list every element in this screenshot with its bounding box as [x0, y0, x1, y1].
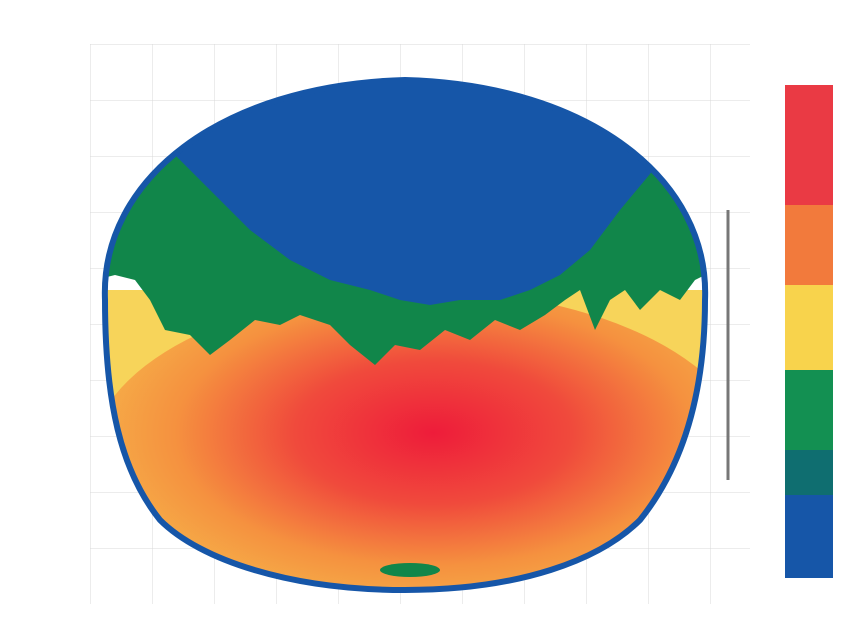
color-bar-band: [785, 285, 833, 370]
green-spot: [380, 563, 440, 577]
color-bar-band: [785, 85, 833, 205]
color-bar: [785, 85, 833, 578]
color-bar-band: [785, 495, 833, 578]
wafer-edge: [101, 76, 709, 594]
color-bar-band: [785, 205, 833, 285]
wafer: [104, 80, 706, 590]
hot-zone: [104, 290, 706, 590]
blue-zone: [104, 80, 706, 305]
color-bar-band: [785, 450, 833, 495]
color-bar-band: [785, 370, 833, 450]
